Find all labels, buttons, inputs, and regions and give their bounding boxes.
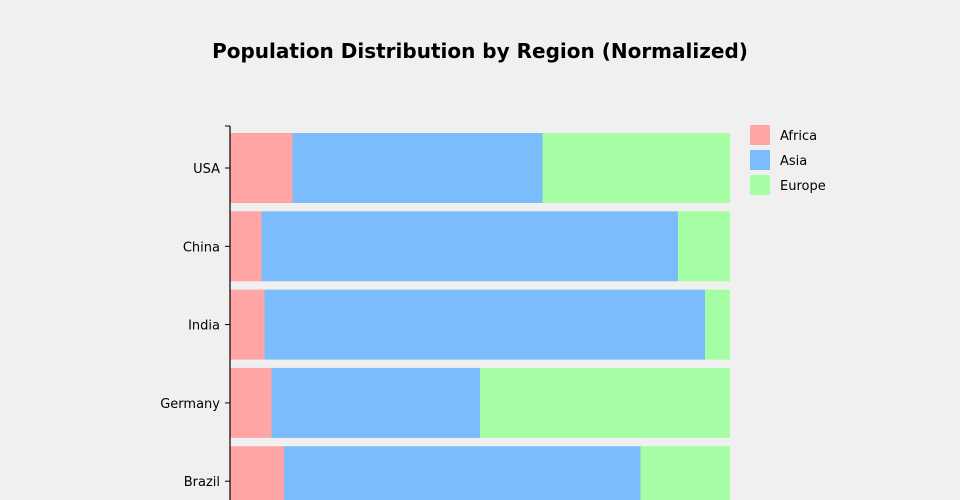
bar-india-africa — [230, 289, 265, 360]
chart-title: Population Distribution by Region (Norma… — [212, 39, 748, 63]
bar-usa-africa — [230, 133, 293, 203]
bar-china-europe — [678, 211, 730, 282]
legend-swatch-europe — [750, 175, 770, 195]
bar-brazil-asia — [284, 446, 641, 500]
y-tick-label-china: China — [183, 240, 220, 255]
bar-brazil-africa — [230, 446, 284, 500]
bar-china-africa — [230, 211, 262, 282]
y-tick-label-germany: Germany — [160, 397, 220, 412]
bar-germany-asia — [271, 367, 480, 438]
bar-china-asia — [261, 211, 678, 282]
bar-brazil-europe — [640, 446, 730, 500]
bar-india-europe — [705, 289, 730, 360]
legend-swatch-africa — [750, 125, 770, 145]
y-tick-label-brazil: Brazil — [184, 475, 220, 490]
legend-label-asia: Asia — [780, 154, 807, 169]
y-tick-label-india: India — [188, 319, 220, 334]
y-axis: USA China India Germany Brazil — [160, 125, 231, 500]
bar-usa-asia — [292, 133, 543, 203]
bar-germany-europe — [480, 367, 730, 438]
legend-label-europe: Europe — [780, 179, 826, 194]
bar-india-asia — [264, 289, 705, 360]
legend-label-africa: Africa — [780, 129, 817, 144]
bar-usa-europe — [542, 133, 730, 203]
legend: Africa Asia Europe — [750, 125, 826, 195]
legend-swatch-asia — [750, 150, 770, 170]
y-tick-label-usa: USA — [193, 162, 220, 177]
bar-germany-africa — [230, 367, 272, 438]
bars-group — [230, 133, 730, 500]
